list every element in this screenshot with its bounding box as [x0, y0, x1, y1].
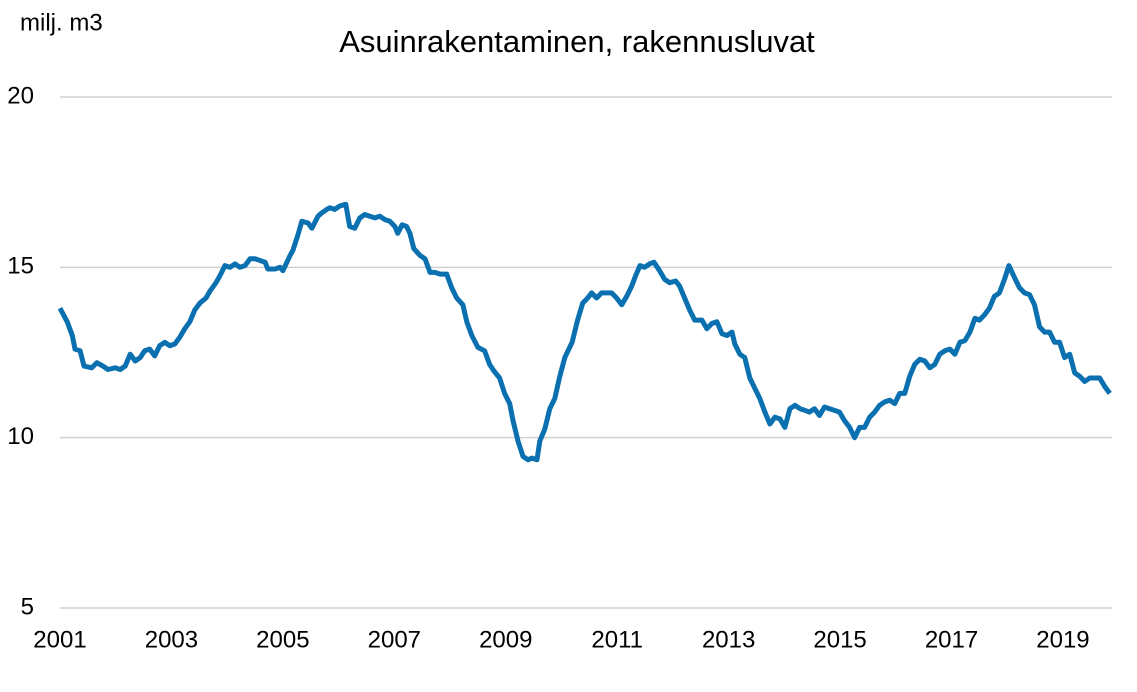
chart-title: Asuinrakentaminen, rakennusluvat [339, 24, 815, 59]
y-tick-label: 15 [7, 253, 34, 280]
y-tick-label: 5 [21, 593, 34, 620]
x-tick-label: 2001 [33, 626, 86, 653]
x-tick-label: 2019 [1036, 626, 1089, 653]
x-tick-label: 2003 [145, 626, 198, 653]
y-axis-label: milj. m3 [20, 9, 103, 36]
x-tick-label: 2015 [813, 626, 866, 653]
x-tick-label: 2009 [479, 626, 532, 653]
y-tick-label: 20 [7, 82, 34, 109]
y-tick-label: 10 [7, 423, 34, 450]
x-tick-label: 2007 [368, 626, 421, 653]
x-tick-label: 2011 [591, 626, 643, 653]
x-tick-label: 2005 [256, 626, 309, 653]
x-tick-label: 2013 [702, 626, 755, 653]
data-line [57, 201, 1112, 463]
x-tick-label: 2017 [925, 626, 978, 653]
